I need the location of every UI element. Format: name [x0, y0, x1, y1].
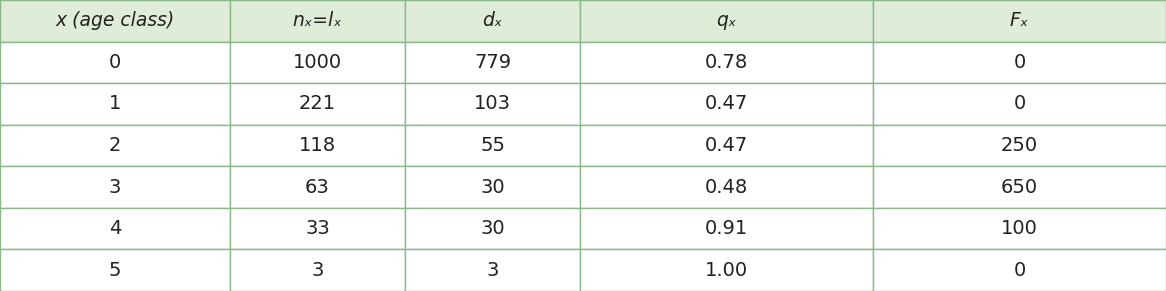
Text: 0: 0 — [108, 53, 121, 72]
Text: 100: 100 — [1002, 219, 1038, 238]
Text: 63: 63 — [305, 178, 330, 197]
Bar — [405, 42, 580, 83]
Bar — [580, 249, 873, 291]
Bar — [873, 42, 1166, 83]
Text: dₓ: dₓ — [483, 11, 503, 30]
Bar — [873, 166, 1166, 208]
Bar — [405, 125, 580, 166]
Bar — [230, 166, 405, 208]
Text: 33: 33 — [305, 219, 330, 238]
Text: 0: 0 — [1013, 53, 1026, 72]
Bar — [230, 42, 405, 83]
Bar — [230, 125, 405, 166]
Text: 779: 779 — [473, 53, 511, 72]
Text: qₓ: qₓ — [716, 11, 737, 30]
Text: 250: 250 — [1000, 136, 1038, 155]
Text: 0.91: 0.91 — [705, 219, 749, 238]
Text: 3: 3 — [108, 178, 121, 197]
Bar — [580, 166, 873, 208]
Bar — [873, 208, 1166, 249]
Text: 103: 103 — [475, 94, 511, 113]
Text: 1000: 1000 — [293, 53, 342, 72]
Bar — [230, 249, 405, 291]
Bar — [230, 0, 405, 42]
Bar — [405, 249, 580, 291]
Text: 30: 30 — [480, 219, 505, 238]
Text: x (age class): x (age class) — [55, 11, 175, 30]
Bar — [405, 166, 580, 208]
Bar — [0, 249, 230, 291]
Bar — [230, 83, 405, 125]
Text: 0.47: 0.47 — [705, 136, 749, 155]
Bar — [0, 83, 230, 125]
Text: 0: 0 — [1013, 261, 1026, 280]
Text: 2: 2 — [108, 136, 121, 155]
Text: 0.47: 0.47 — [705, 94, 749, 113]
Text: 0: 0 — [1013, 94, 1026, 113]
Bar — [580, 42, 873, 83]
Text: 118: 118 — [298, 136, 336, 155]
Bar — [0, 208, 230, 249]
Text: 4: 4 — [108, 219, 121, 238]
Text: 0.78: 0.78 — [705, 53, 749, 72]
Bar — [580, 83, 873, 125]
Bar — [873, 0, 1166, 42]
Text: 221: 221 — [298, 94, 336, 113]
Bar — [0, 125, 230, 166]
Text: nₓ=lₓ: nₓ=lₓ — [293, 11, 343, 30]
Bar — [580, 0, 873, 42]
Bar — [405, 83, 580, 125]
Text: 55: 55 — [480, 136, 505, 155]
Text: Fₓ: Fₓ — [1010, 11, 1030, 30]
Bar — [230, 208, 405, 249]
Text: 30: 30 — [480, 178, 505, 197]
Text: 5: 5 — [108, 261, 121, 280]
Bar — [580, 208, 873, 249]
Bar — [873, 249, 1166, 291]
Bar — [0, 42, 230, 83]
Bar — [405, 0, 580, 42]
Text: 0.48: 0.48 — [705, 178, 749, 197]
Bar — [873, 83, 1166, 125]
Text: 650: 650 — [1000, 178, 1038, 197]
Bar — [873, 125, 1166, 166]
Bar — [405, 208, 580, 249]
Text: 1.00: 1.00 — [705, 261, 749, 280]
Bar — [0, 0, 230, 42]
Bar — [580, 125, 873, 166]
Text: 1: 1 — [108, 94, 121, 113]
Text: 3: 3 — [311, 261, 324, 280]
Bar — [0, 166, 230, 208]
Text: 3: 3 — [486, 261, 499, 280]
